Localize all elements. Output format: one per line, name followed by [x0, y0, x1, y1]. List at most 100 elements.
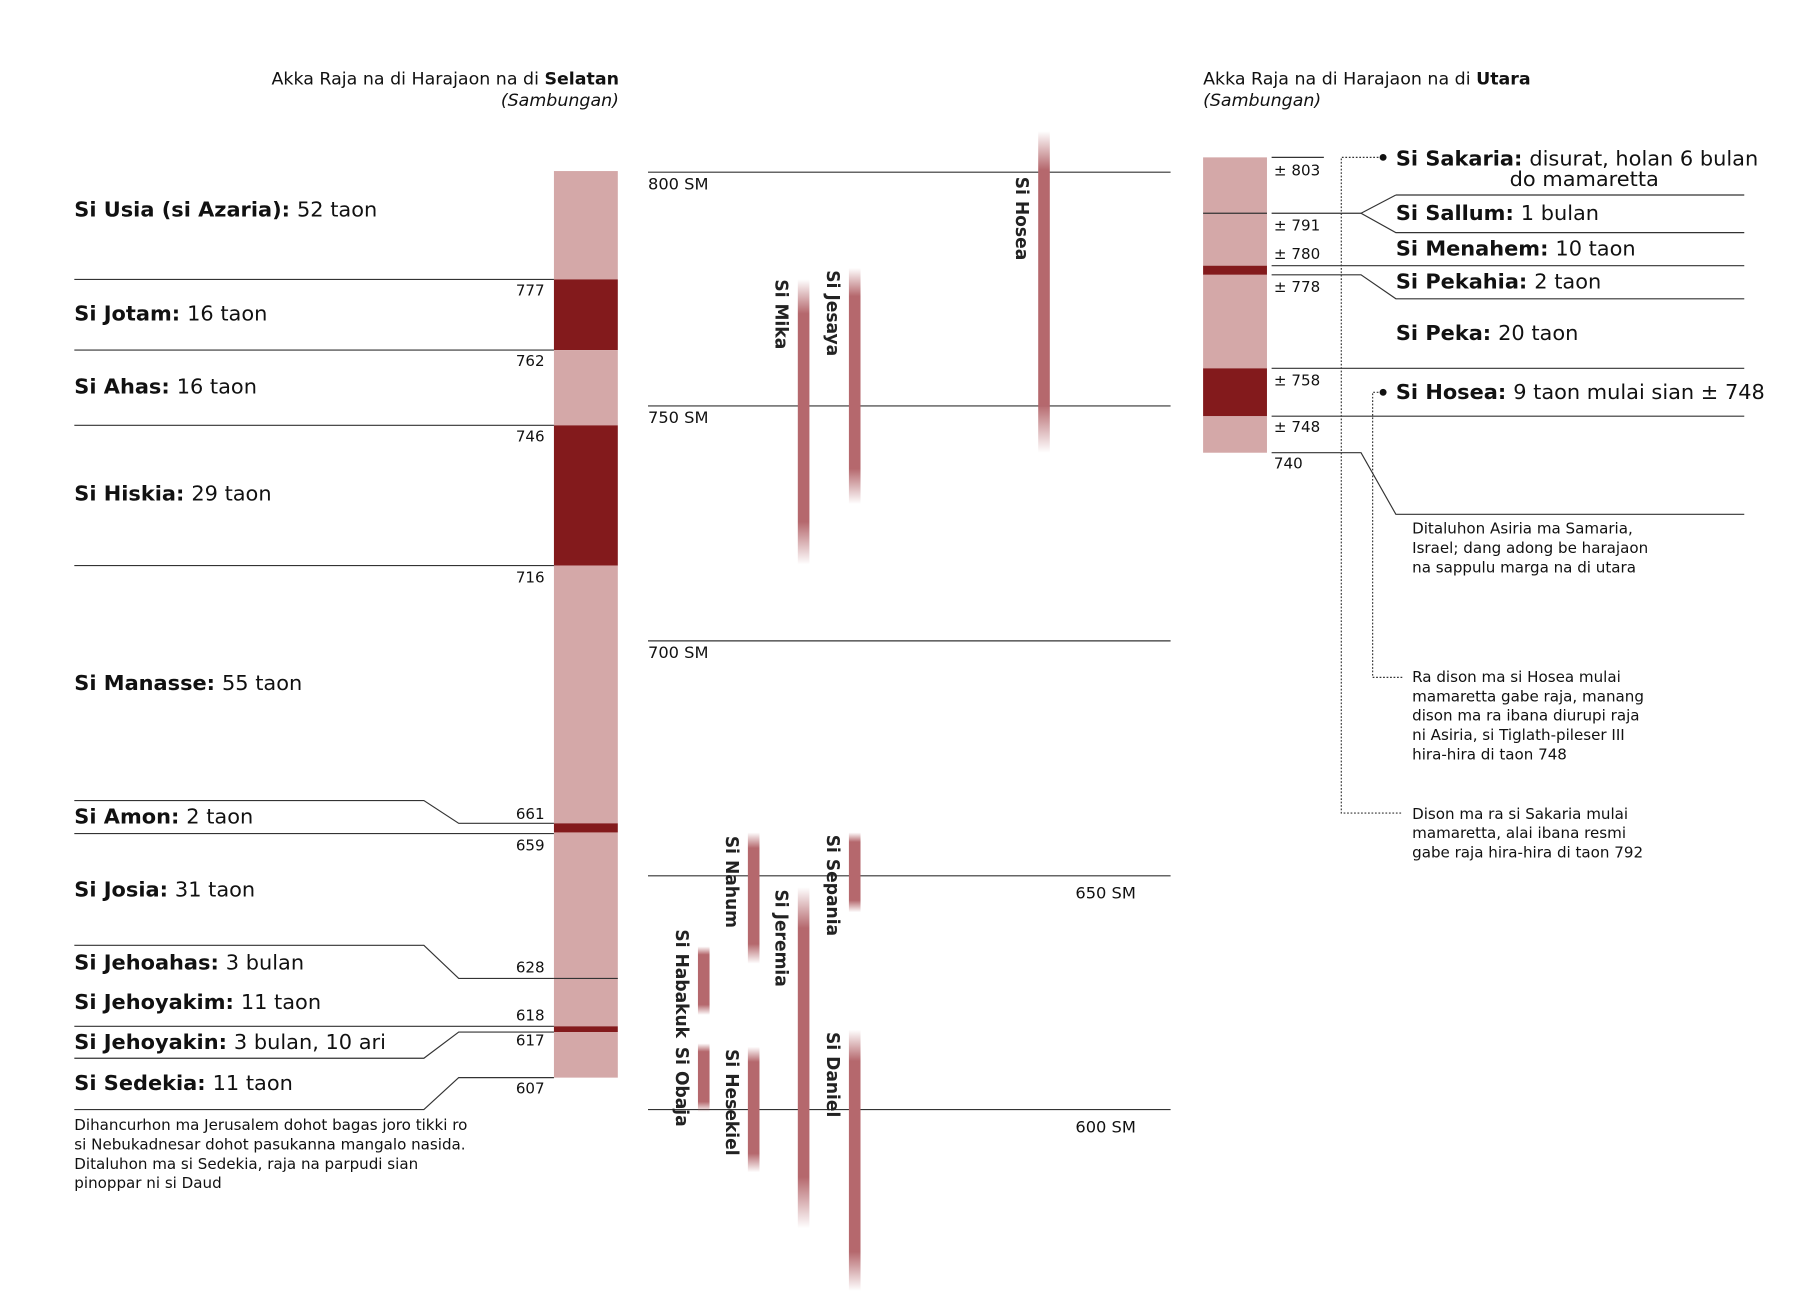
year-label: 617 — [516, 1032, 545, 1050]
rule — [74, 1077, 554, 1111]
king: Si Sallum: 1 bulan — [1396, 201, 1599, 225]
rule — [1372, 391, 1403, 678]
year-label: ± 780 — [1274, 245, 1320, 263]
rule — [1340, 156, 1403, 814]
king-reign: 10 taon — [1555, 237, 1635, 261]
king-name: Si Peka: — [1396, 321, 1491, 345]
note-line: si Nebukadnesar dohot pasukanna mangalo … — [74, 1136, 465, 1154]
rule — [74, 1031, 554, 1059]
year-label: 607 — [516, 1080, 545, 1098]
note-line: gabe raja hira-hira di taon 792 — [1412, 844, 1643, 862]
rule — [1359, 194, 1745, 234]
king-name: Si Sallum: — [1396, 201, 1514, 225]
prophet-bar — [697, 1043, 710, 1112]
south-title: Akka Raja na di Harajaon na di Selatan — [271, 70, 618, 90]
king: Si Menahem: 10 taon — [1396, 237, 1636, 261]
king-name: Si Jehoyakim: — [74, 990, 234, 1014]
king-name: Si Josia: — [74, 877, 168, 901]
note-line: ni Asiria, si Tiglath-pileser III — [1412, 726, 1625, 744]
king: Si Pekahia: 2 taon — [1396, 270, 1601, 294]
rule — [1271, 274, 1745, 300]
prophet-bar — [747, 1046, 760, 1173]
era-label: 600 SM — [1075, 1118, 1136, 1137]
king-name: Si Menahem: — [1396, 237, 1549, 261]
king: Si Sedekia: 11 taon — [74, 1071, 293, 1095]
king: Si Jotam: 16 taon — [74, 302, 267, 326]
bar-segment — [553, 565, 618, 824]
note-line: Dihancurhon ma Jerusalem dohot bagas jor… — [74, 1116, 467, 1134]
year-label: 746 — [516, 427, 545, 445]
king-reign: 1 bulan — [1521, 201, 1599, 225]
king: Si Josia: 31 taon — [74, 877, 255, 901]
king-name: Si Jehoyakin: — [74, 1030, 227, 1054]
king-name: Si Amon: — [74, 805, 179, 829]
era-label: 700 SM — [648, 643, 709, 662]
king-reign: 11 taon — [241, 990, 321, 1014]
note-line: dison ma ra ibana diurupi raja — [1412, 707, 1639, 725]
bar-segment — [553, 1032, 618, 1078]
year-label: 659 — [516, 837, 545, 855]
king-name: Si Hiskia: — [74, 482, 184, 506]
king-name: Si Usia (si Azaria): — [74, 198, 290, 222]
rule — [74, 944, 554, 979]
king-reign: 16 taon — [187, 302, 267, 326]
bar-segment — [1203, 368, 1267, 417]
bar-segment — [1203, 416, 1267, 453]
year-label: ± 803 — [1274, 162, 1320, 180]
king: Si Ahas: 16 taon — [74, 375, 257, 399]
note-line: Ditaluhon ma si Sedekia, raja na parpudi… — [74, 1155, 418, 1173]
king-reign: 3 bulan, 10 ari — [234, 1030, 386, 1054]
king-name: Si Manasse: — [74, 671, 215, 695]
note-line: Israel; dang adong be harajaon — [1412, 539, 1648, 557]
rule — [74, 799, 554, 824]
note-line: na sappulu marga na di utara — [1412, 559, 1636, 577]
year-label: 661 — [516, 805, 545, 823]
year-label: 716 — [516, 569, 545, 587]
year-label: ± 791 — [1274, 216, 1320, 234]
north-subtitle: (Sambungan) — [1203, 91, 1321, 111]
prophet-bar — [848, 832, 861, 913]
note-line: Ditaluhon Asiria ma Samaria, — [1412, 520, 1633, 538]
king-reign: 55 taon — [222, 671, 302, 695]
king-reign: 52 taon — [297, 198, 377, 222]
year-label: ± 748 — [1274, 418, 1320, 436]
king: Si Hosea: 9 taon mulai sian ± 748 — [1396, 380, 1765, 404]
note-line: Dison ma ra si Sakaria mulai — [1412, 805, 1628, 823]
king-reign: 16 taon — [177, 375, 257, 399]
king-reign: 9 taon mulai sian ± 748 — [1513, 380, 1765, 404]
title-text: Akka Raja na di Harajaon na di — [1203, 70, 1476, 90]
note-line: Ra dison ma si Hosea mulai — [1412, 668, 1621, 686]
note-line: pinoppar ni si Daud — [74, 1174, 221, 1192]
king-reign: 2 taon — [1534, 270, 1601, 294]
era-label: 750 SM — [648, 408, 709, 427]
king-name: Si Jotam: — [74, 302, 180, 326]
king: Si Jehoyakim: 11 taon — [74, 990, 321, 1014]
year-label: 740 — [1274, 455, 1303, 473]
bar-segment — [553, 279, 618, 351]
note-line: hira-hira di taon 748 — [1412, 746, 1567, 764]
era-label: 800 SM — [648, 174, 709, 193]
pointer-dot — [1379, 388, 1387, 396]
year-label: 762 — [516, 352, 545, 370]
pointer-dot — [1379, 153, 1387, 161]
bar-segment — [553, 171, 618, 280]
prophet-bar — [797, 887, 810, 1229]
year-label: ± 778 — [1274, 278, 1320, 296]
bar-segment — [1203, 157, 1267, 266]
king: Si Peka: 20 taon — [1396, 321, 1579, 345]
note-line: mamaretta gabe raja, manang — [1412, 687, 1644, 705]
king-name: Si Hosea: — [1396, 380, 1506, 404]
prophet-bar — [747, 832, 760, 964]
bar-segment — [553, 425, 618, 566]
prophet-name: Si Daniel — [822, 1032, 842, 1117]
king: Si Jehoyakin: 3 bulan, 10 ari — [74, 1030, 386, 1054]
king-name: Si Jehoahas: — [74, 950, 219, 974]
bar-segment — [553, 832, 618, 1027]
king-reign: 29 taon — [191, 482, 271, 506]
king-reign: disurat, holan 6 bulan — [1529, 147, 1758, 171]
king: Si Amon: 2 taon — [74, 805, 253, 829]
bar-segment — [553, 1026, 618, 1033]
rule — [1271, 452, 1745, 515]
king: Si Hiskia: 29 taon — [74, 482, 271, 506]
title-bold: Utara — [1476, 70, 1531, 90]
